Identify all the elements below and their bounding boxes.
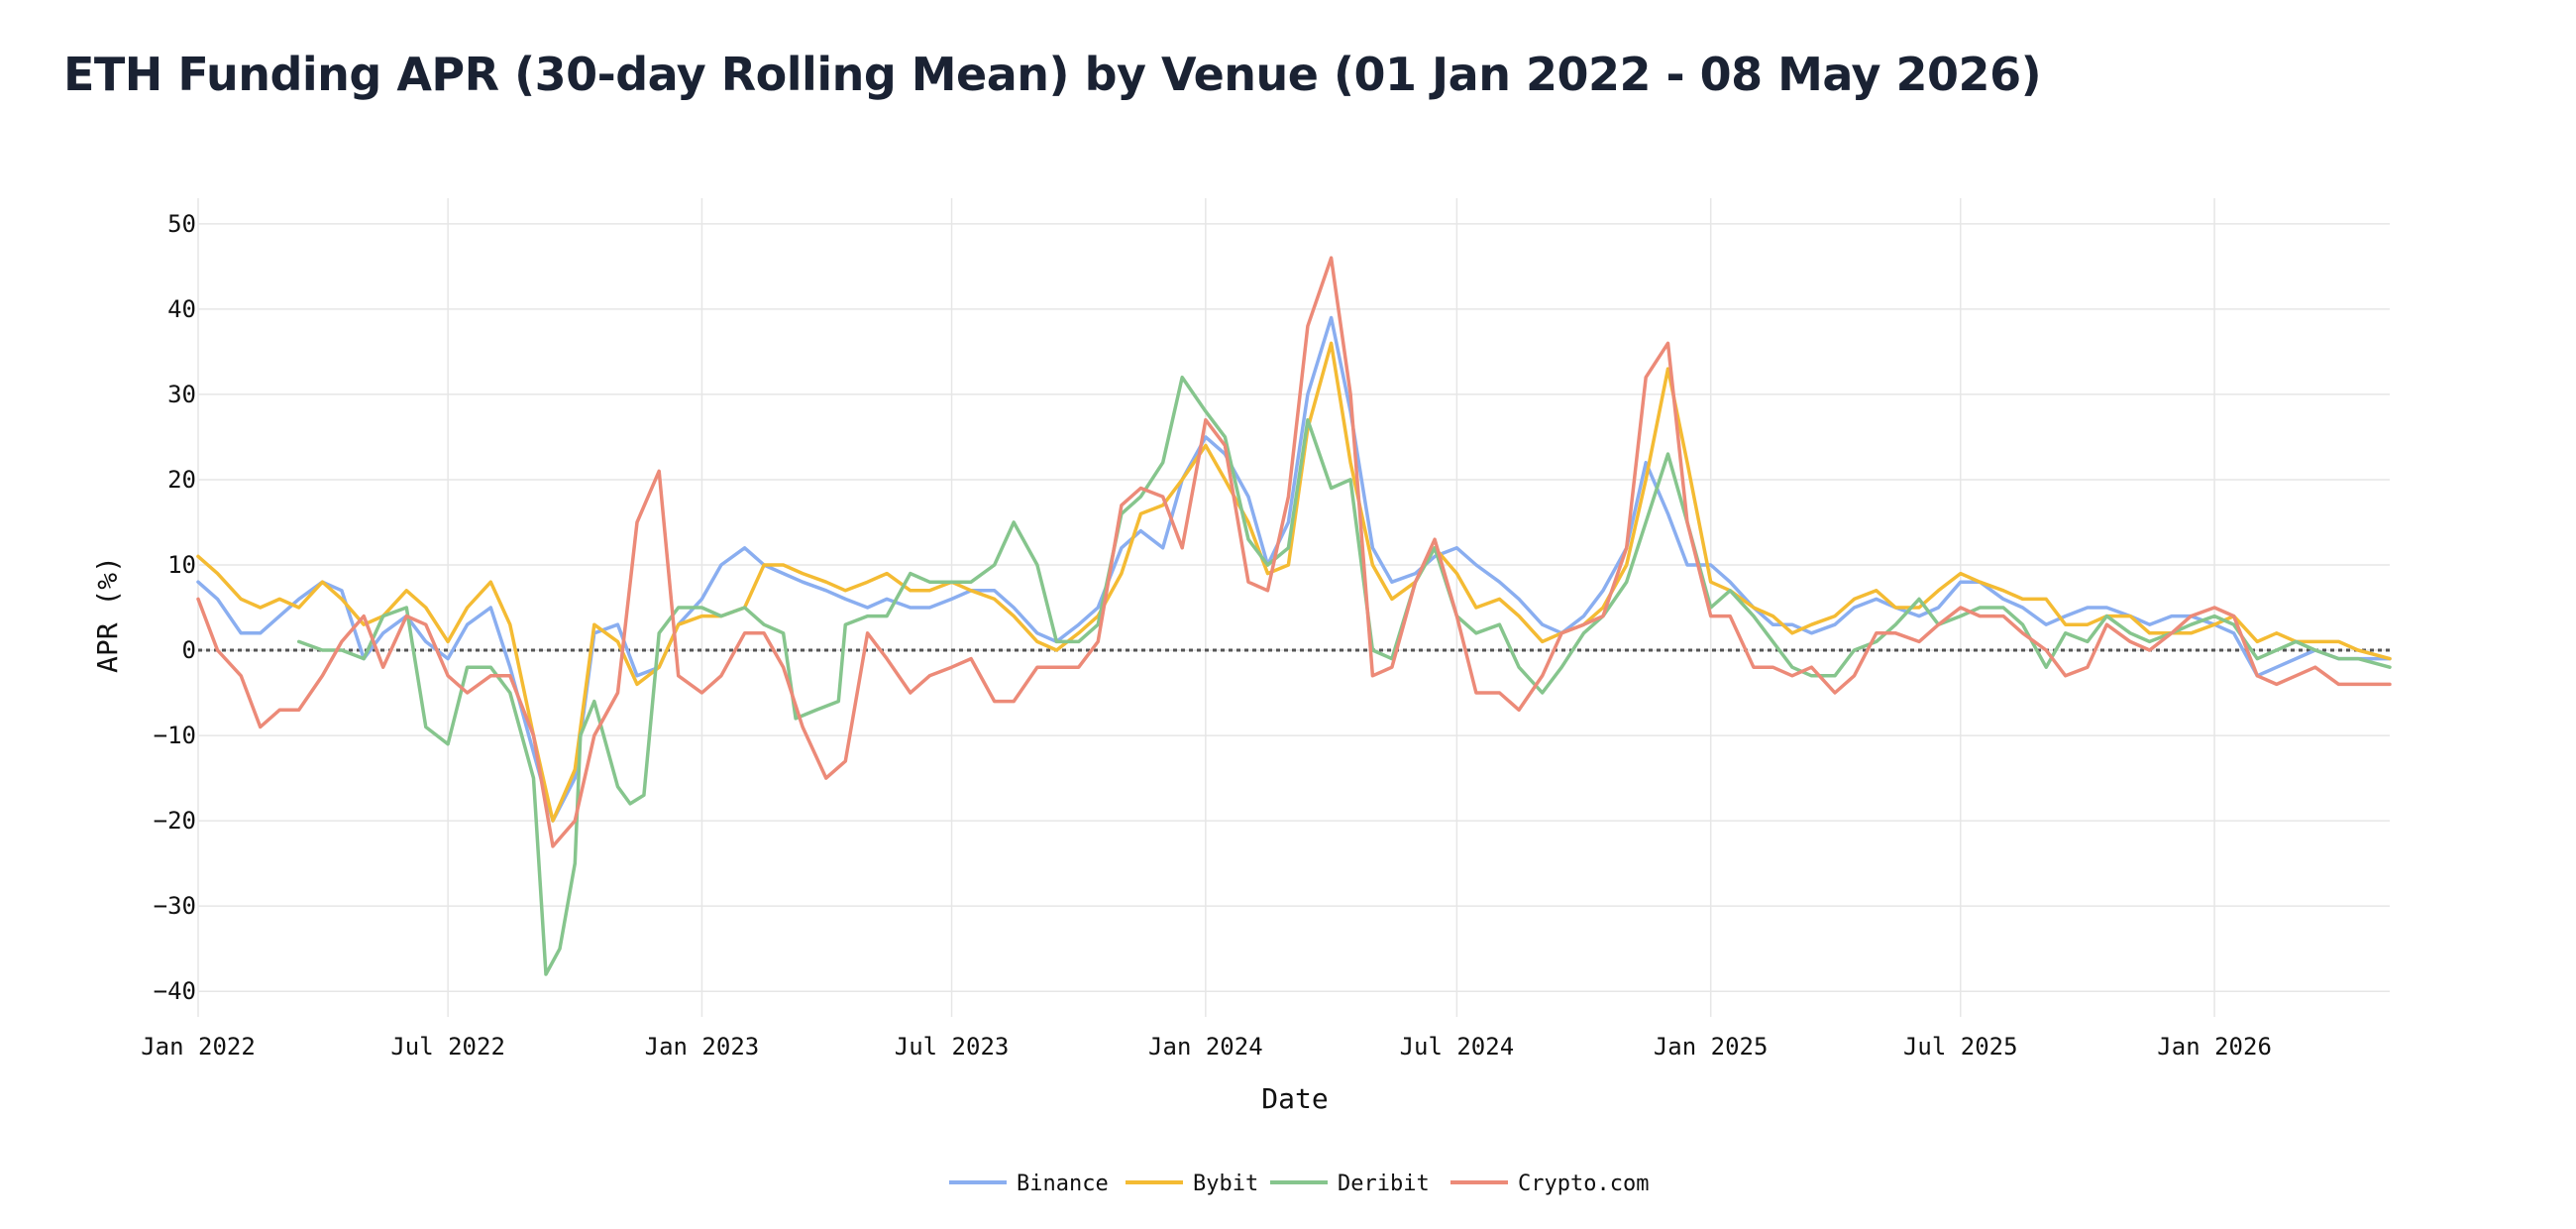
legend-label: Crypto.com: [1518, 1172, 1649, 1196]
y-tick-label: −40: [154, 977, 196, 1005]
series-group: [196, 256, 2392, 976]
x-axis-title: Date: [1261, 1082, 1328, 1115]
y-tick-label: 40: [167, 295, 196, 323]
y-axis-title: APR (%): [91, 556, 124, 673]
series-line-deribit: [296, 375, 2392, 976]
y-tick-label: −20: [154, 807, 196, 835]
legend-item-crypto-com[interactable]: Crypto.com: [1450, 1172, 1649, 1196]
legend-label: Binance: [1017, 1172, 1109, 1196]
x-tick-label: Jan 2025: [1654, 1033, 1769, 1061]
legend-label: Bybit: [1193, 1172, 1258, 1196]
x-tick-label: Jul 2022: [390, 1033, 505, 1061]
legend-item-deribit[interactable]: Deribit: [1270, 1172, 1430, 1196]
x-tick-label: Jul 2023: [895, 1033, 1010, 1061]
y-tick-label: 50: [167, 210, 196, 238]
y-tick-label: 0: [182, 636, 196, 664]
chart-title: ETH Funding APR (30-day Rolling Mean) by…: [63, 48, 2042, 101]
x-tick-label: Jan 2026: [2157, 1033, 2272, 1061]
y-tick-label: 20: [167, 466, 196, 494]
legend-item-binance[interactable]: Binance: [949, 1172, 1109, 1196]
x-tick-label: Jul 2025: [1903, 1033, 2018, 1061]
series-line-crypto-com: [196, 256, 2392, 848]
y-tick-label: −10: [154, 722, 196, 749]
y-tick-label: 30: [167, 381, 196, 408]
legend-item-bybit[interactable]: Bybit: [1126, 1172, 1258, 1196]
series-line-binance: [196, 315, 2392, 823]
legend: Binance Bybit Deribit Crypto.com: [949, 1172, 1649, 1196]
y-tick-label: 10: [167, 551, 196, 579]
x-tick-label: Jul 2024: [1400, 1033, 1515, 1061]
grid: [197, 198, 2390, 1017]
series-line-bybit: [196, 341, 2392, 823]
x-axis: Jan 2022 Jul 2022 Jan 2023 Jul 2023 Jan 2024…: [141, 1033, 2272, 1061]
legend-label: Deribit: [1338, 1172, 1430, 1196]
y-tick-label: −30: [154, 892, 196, 920]
x-tick-label: Jan 2022: [141, 1033, 256, 1061]
y-axis: 50 40 30 20 10 0 −10 −20 −30 −40: [154, 210, 196, 1005]
x-tick-label: Jan 2024: [1148, 1033, 1263, 1061]
x-tick-label: Jan 2023: [645, 1033, 760, 1061]
